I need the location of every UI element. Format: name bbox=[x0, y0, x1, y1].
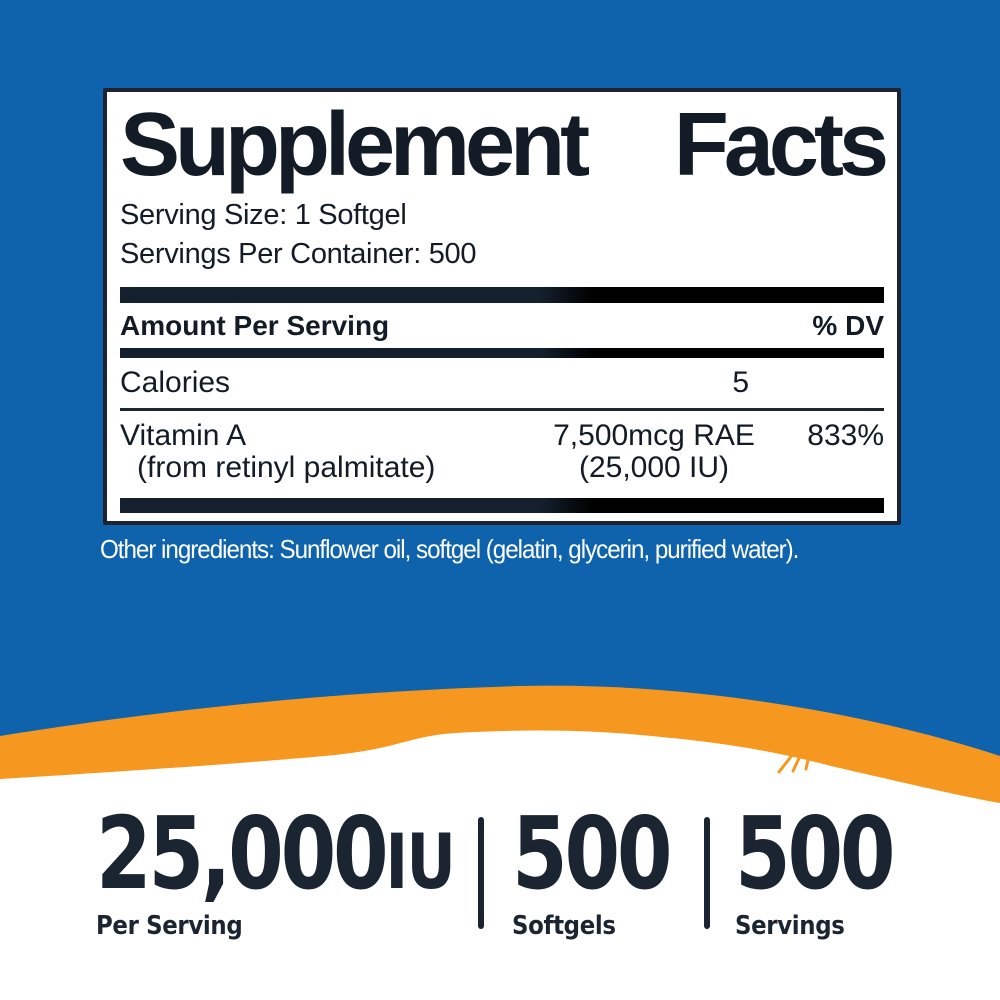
serving-info: Serving Size: 1 Softgel Servings Per Con… bbox=[120, 196, 884, 274]
thick-separator-bottom bbox=[120, 498, 884, 513]
stat-value: 500 bbox=[512, 795, 673, 912]
stat-servings-value: 500 bbox=[735, 804, 896, 907]
stat-softgels-label: Softgels bbox=[512, 911, 616, 941]
thin-separator bbox=[120, 408, 884, 411]
stat-unit: IU bbox=[385, 817, 456, 906]
dose-stats: 25,000IU Per Serving 500 Softgels 500 Se… bbox=[0, 804, 1000, 959]
calories-row: Calories 5 bbox=[120, 358, 884, 408]
brush-flick-marks bbox=[777, 750, 812, 774]
swoosh-graphic bbox=[0, 685, 1000, 1000]
stat-servings-label: Servings bbox=[735, 911, 845, 941]
vitamin-a-amount: 7,500mcg RAE bbox=[553, 419, 755, 452]
stat-per-serving-value: 25,000IU bbox=[96, 804, 456, 907]
amount-header-label: Amount Per Serving bbox=[120, 310, 390, 341]
thick-separator-top bbox=[120, 287, 884, 303]
supplement-facts-panel: Supplement Facts Serving Size: 1 Softgel… bbox=[103, 88, 901, 525]
servings-per-container-line: Servings Per Container: 500 bbox=[120, 238, 477, 270]
stats-divider bbox=[478, 817, 484, 929]
stat-softgels: 500 Softgels bbox=[512, 804, 709, 942]
stat-value: 500 bbox=[735, 795, 896, 912]
stats-divider bbox=[704, 817, 710, 929]
supplement-facts-title: Supplement Facts bbox=[120, 95, 889, 195]
vitamin-a-amount-iu: (25,000 IU) bbox=[578, 451, 730, 484]
vitamin-a-amount-cell: 7,500mcg RAE (25,000 IU) bbox=[529, 420, 779, 484]
stat-value: 25,000 bbox=[96, 795, 389, 912]
stat-per-serving-label: Per Serving bbox=[96, 911, 243, 941]
serving-size-line: Serving Size: 1 Softgel bbox=[120, 199, 407, 231]
thick-separator-header bbox=[120, 348, 884, 358]
stat-softgels-value: 500 bbox=[512, 804, 673, 907]
calories-dv bbox=[779, 367, 884, 399]
title-word-facts: Facts bbox=[673, 95, 889, 195]
calories-label: Calories bbox=[120, 366, 231, 399]
white-bottom-shape bbox=[0, 730, 1000, 1000]
vitamin-a-dv: 833% bbox=[807, 419, 884, 452]
vitamin-a-label: Vitamin A bbox=[120, 419, 247, 452]
other-ingredients-line: Other ingredients: Sunflower oil, softge… bbox=[100, 534, 799, 564]
stat-servings: 500 Servings bbox=[735, 804, 932, 942]
vitamin-a-source: (from retinyl palmitate) bbox=[137, 451, 436, 484]
vitamin-a-name-cell: Vitamin A (from retinyl palmitate) bbox=[120, 420, 529, 484]
title-word-supplement: Supplement bbox=[120, 95, 590, 195]
dv-header-label: % DV bbox=[812, 310, 884, 341]
calories-amount: 5 bbox=[732, 366, 749, 399]
stat-per-serving: 25,000IU Per Serving bbox=[96, 804, 544, 942]
vitamin-a-row: Vitamin A (from retinyl palmitate) 7,500… bbox=[120, 411, 884, 495]
amount-per-serving-header: Amount Per Serving % DV bbox=[120, 303, 884, 348]
